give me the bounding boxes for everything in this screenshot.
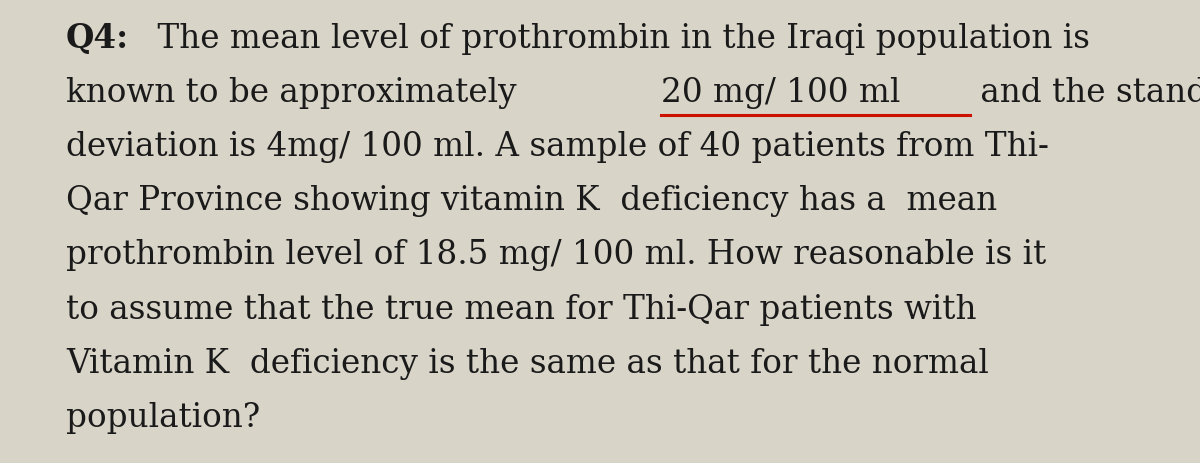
Text: prothrombin level of 18.5 mg/ 100 ml. How reasonable is it: prothrombin level of 18.5 mg/ 100 ml. Ho… (66, 239, 1046, 271)
Text: Q4:: Q4: (66, 22, 130, 55)
Text: known to be approximately: known to be approximately (66, 77, 527, 109)
Text: and the standard: and the standard (970, 77, 1200, 109)
Text: population?: population? (66, 401, 260, 433)
Text: to assume that the true mean for Thi-Qar patients with: to assume that the true mean for Thi-Qar… (66, 293, 977, 325)
Text: deviation is 4mg/ 100 ml. A sample of 40 patients from Thi-: deviation is 4mg/ 100 ml. A sample of 40… (66, 131, 1049, 163)
Text: 20 mg/ 100 ml: 20 mg/ 100 ml (661, 77, 900, 109)
Text: Vitamin K  deficiency is the same as that for the normal: Vitamin K deficiency is the same as that… (66, 347, 989, 379)
Text: The mean level of prothrombin in the Iraqi population is: The mean level of prothrombin in the Ira… (148, 23, 1091, 55)
Text: Qar Province showing vitamin K  deficiency has a  mean: Qar Province showing vitamin K deficienc… (66, 185, 997, 217)
